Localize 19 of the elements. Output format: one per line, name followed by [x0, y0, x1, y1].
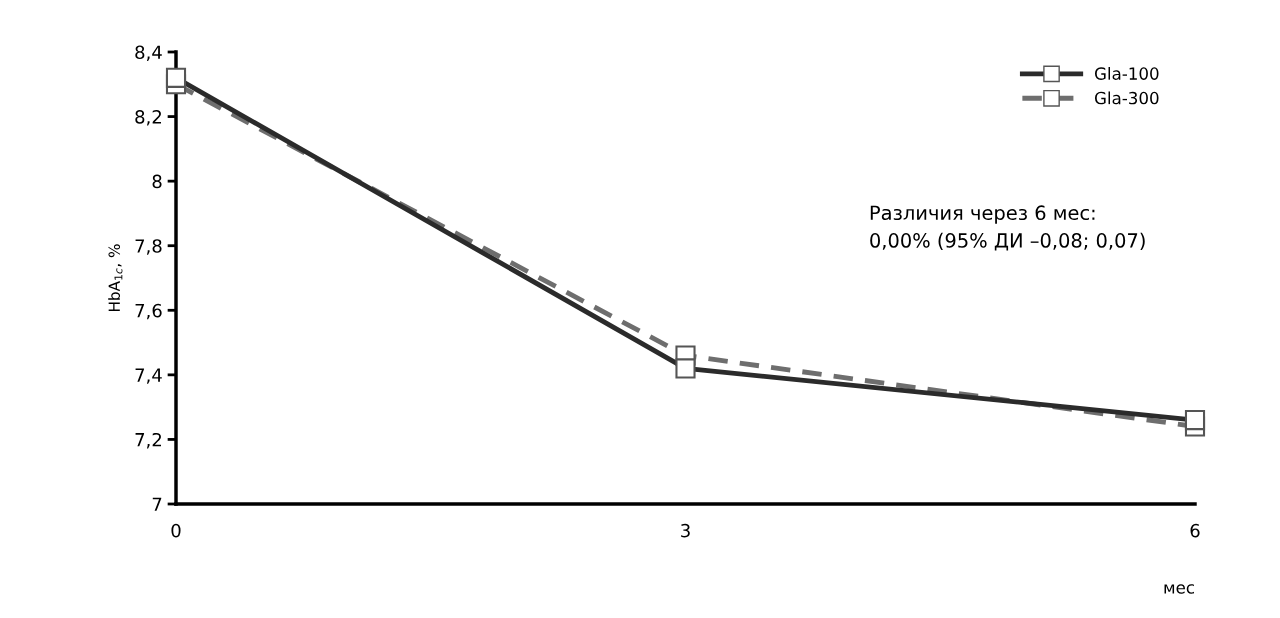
y-tick-label: 8: [152, 174, 162, 189]
y-tick-label: 7,6: [135, 303, 162, 320]
y-tick-label: 8,2: [135, 110, 161, 126]
y-tick-label: 7,8: [135, 239, 162, 255]
x-tick-label: 6: [1190, 523, 1200, 538]
y-axis-title: HbA$_{1c}$, %: [108, 244, 123, 312]
y-tick-label: 7,2: [135, 432, 161, 449]
x-tick-label: 3: [681, 523, 690, 538]
y-tick-label: 7,4: [135, 368, 162, 384]
x-tick-label: 0: [171, 523, 181, 538]
y-tick-label: 8,4: [135, 45, 162, 61]
annotation: Различия через 6 мес: 0,00% (95% ДИ –0,08; 0,07): [870, 205, 1145, 251]
y-tick-label: 7: [152, 497, 162, 511]
legend-label: Gla-100: [1094, 67, 1159, 80]
legend-label: Gla-300: [1094, 91, 1159, 105]
point: [1184, 409, 1206, 431]
x-axis-title: мес: [1164, 584, 1194, 594]
point: [675, 358, 696, 379]
point: [165, 67, 187, 88]
